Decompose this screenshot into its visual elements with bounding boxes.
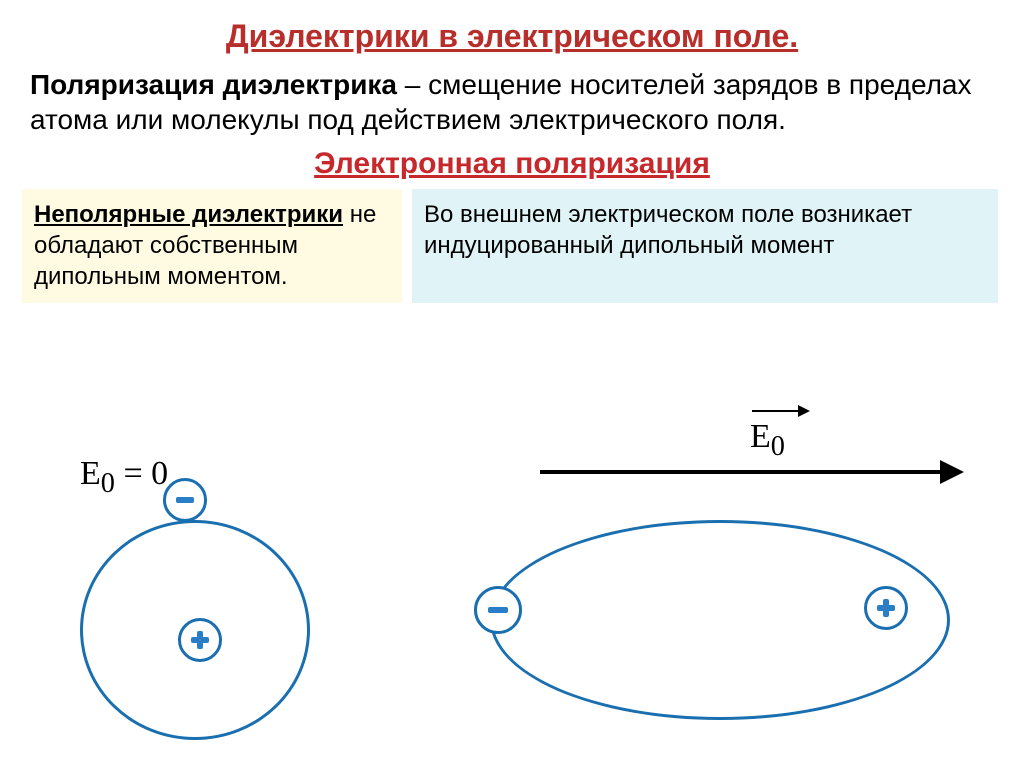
nucleus-plus-ellipse-icon: [864, 586, 908, 630]
nucleus-plus-icon: [178, 618, 222, 662]
right-box: Во внешнем электрическом поле возникает …: [412, 189, 998, 303]
electron-minus-icon: [163, 478, 207, 522]
vec-sub: 0: [771, 431, 785, 462]
left-box-heading: Неполярные диэлектрики: [34, 201, 343, 228]
eq-sub: 0: [101, 468, 115, 499]
definition-paragraph: Поляризация диэлектрика – смещение носит…: [0, 55, 1024, 141]
left-box: Неполярные диэлектрики не обладают собст…: [22, 189, 402, 303]
vector-arrow-small: [752, 410, 808, 412]
equation-e0-zero: E0 = 0: [80, 455, 168, 500]
vec-e: E: [750, 418, 771, 455]
two-column-boxes: Неполярные диэлектрики не обладают собст…: [0, 181, 1024, 303]
equation-e0-vector: E0: [750, 410, 785, 463]
eq-rhs: = 0: [115, 455, 168, 492]
definition-term: Поляризация диэлектрика: [30, 69, 397, 100]
subtitle: Электронная поляризация: [0, 141, 1024, 181]
field-arrow: [540, 470, 960, 474]
electron-minus-ellipse-icon: [474, 586, 522, 634]
eq-e: E: [80, 455, 101, 492]
slide-title: Диэлектрики в электрическом поле.: [0, 0, 1024, 55]
